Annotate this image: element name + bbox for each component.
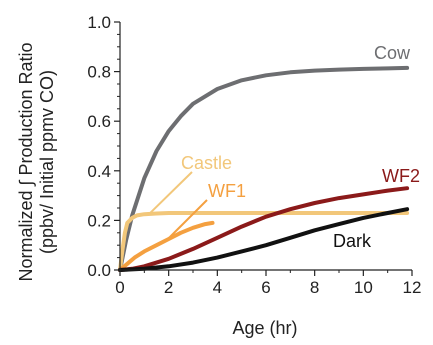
series-line-wf2 [118,186,410,272]
y-tick-label: 0.4 [87,162,111,181]
x-axis-title: Age (hr) [232,318,297,338]
x-tick-label: 4 [213,278,222,297]
series-label-dark: Dark [333,231,372,251]
x-tick-label: 8 [310,278,319,297]
series-line-cow [118,65,410,272]
series-line-castle [118,211,410,272]
series-label-wf1: WF1 [208,181,246,201]
y-tick-label: 0.0 [87,261,111,280]
series-label-cow: Cow [374,43,411,63]
leader-line-castle [148,171,193,215]
y-tick-label: 0.6 [87,112,111,131]
plot-area [118,65,410,272]
axes: 0.0 0.2 0.4 0.6 0.8 1.0 0 2 4 6 8 10 12 [87,13,421,297]
x-tick-label: 10 [354,278,373,297]
y-axis-title-line-1: Normalized ∫ Production Ratio [16,42,36,281]
x-tick-label: 12 [403,278,422,297]
y-axis-title: Normalized ∫ Production Ratio (ppbv/ Ini… [16,42,57,281]
series-label-wf2: WF2 [382,166,420,186]
y-axis-title-line-2: (ppbv/ Initial ppmv CO) [37,70,57,254]
y-tick-label: 1.0 [87,13,111,32]
series-line-dark [118,207,410,272]
x-tick-label: 2 [164,278,173,297]
y-tick-label: 0.8 [87,63,111,82]
leader-line-wf1 [167,199,208,239]
series-line-wf1 [118,220,215,272]
series-label-castle: Castle [181,153,232,173]
y-tick-label: 0.2 [87,211,111,230]
x-tick-label: 6 [261,278,270,297]
x-tick-label: 0 [115,278,124,297]
